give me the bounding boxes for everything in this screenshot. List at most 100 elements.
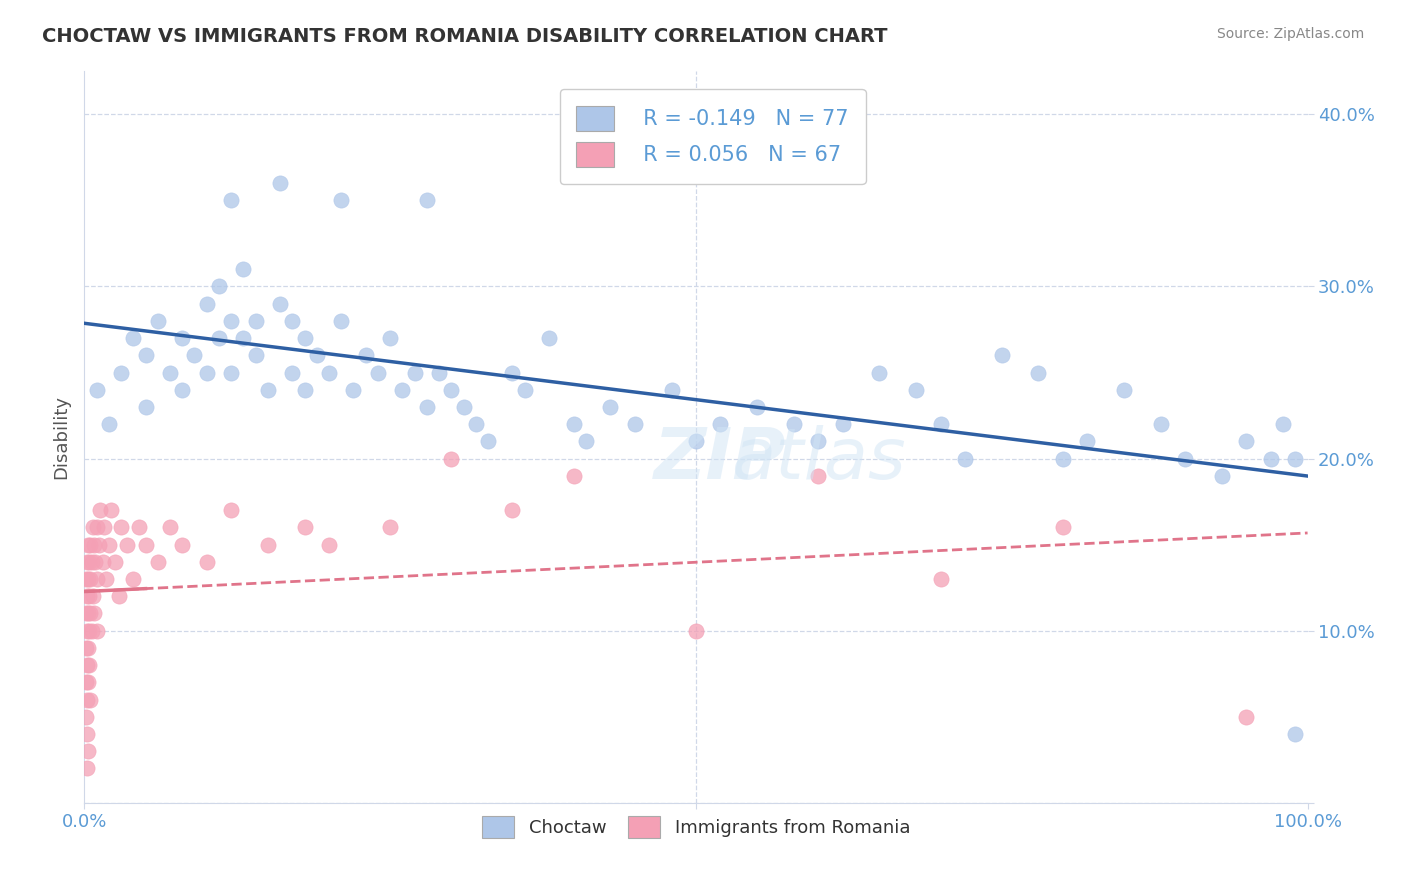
Point [599,400,621,414]
Point [82,520,104,534]
Point [1174,451,1197,466]
Point [172,538,194,552]
Point [80,624,103,638]
Point [75,572,97,586]
Point [84,555,107,569]
Point [93,520,115,534]
Point [685,434,707,449]
Point [869,366,891,380]
Point [1114,383,1136,397]
Point [747,400,769,414]
Point [77,607,100,621]
Point [380,520,402,534]
Point [159,520,181,534]
Point [75,640,97,655]
Point [1211,468,1233,483]
Point [75,675,97,690]
Point [77,640,100,655]
Point [502,503,524,517]
Point [76,727,98,741]
Point [427,366,450,380]
Point [1076,434,1098,449]
Point [77,589,100,603]
Point [416,400,439,414]
Point [208,279,231,293]
Point [97,538,120,552]
Point [219,314,242,328]
Point [172,383,194,397]
Point [294,331,316,345]
Point [83,538,105,552]
Point [354,348,377,362]
Point [831,417,853,432]
Point [76,692,98,706]
Point [80,555,103,569]
Point [294,520,316,534]
Point [76,589,98,603]
Point [107,589,129,603]
Point [122,572,145,586]
Point [1236,434,1258,449]
Point [79,692,101,706]
Text: atlas: atlas [731,425,905,493]
Point [257,383,280,397]
Point [159,366,181,380]
Point [128,520,150,534]
Point [453,400,475,414]
Point [269,296,291,310]
Point [79,572,101,586]
Point [416,194,439,208]
Point [87,538,110,552]
Point [77,538,100,552]
Point [294,383,316,397]
Point [76,761,98,775]
Point [575,434,598,449]
Text: CHOCTAW VS IMMIGRANTS FROM ROMANIA DISABILITY CORRELATION CHART: CHOCTAW VS IMMIGRANTS FROM ROMANIA DISAB… [42,27,887,45]
Point [929,572,952,586]
Point [624,417,647,432]
Point [991,348,1014,362]
Point [281,314,304,328]
Point [77,624,100,638]
Point [245,348,267,362]
Point [440,451,463,466]
Point [135,400,157,414]
Point [77,744,100,758]
Point [79,538,101,552]
Point [807,468,830,483]
Point [86,383,108,397]
Point [86,572,108,586]
Point [1284,451,1306,466]
Point [245,314,267,328]
Point [135,538,157,552]
Point [330,314,353,328]
Point [104,555,127,569]
Point [91,555,114,569]
Point [1028,366,1050,380]
Point [219,194,242,208]
Point [1272,417,1295,432]
Point [89,503,111,517]
Point [77,555,100,569]
Point [502,366,524,380]
Point [135,348,157,362]
Point [1052,451,1074,466]
Point [929,417,952,432]
Point [86,624,108,638]
Point [513,383,536,397]
Point [76,658,98,673]
Point [115,538,138,552]
Point [75,710,97,724]
Point [477,434,499,449]
Point [79,607,101,621]
Point [219,503,242,517]
Point [318,366,340,380]
Point [82,589,104,603]
Point [342,383,364,397]
Point [232,331,254,345]
Point [195,555,218,569]
Point [195,366,218,380]
Point [807,434,830,449]
Point [661,383,683,397]
Point [77,572,100,586]
